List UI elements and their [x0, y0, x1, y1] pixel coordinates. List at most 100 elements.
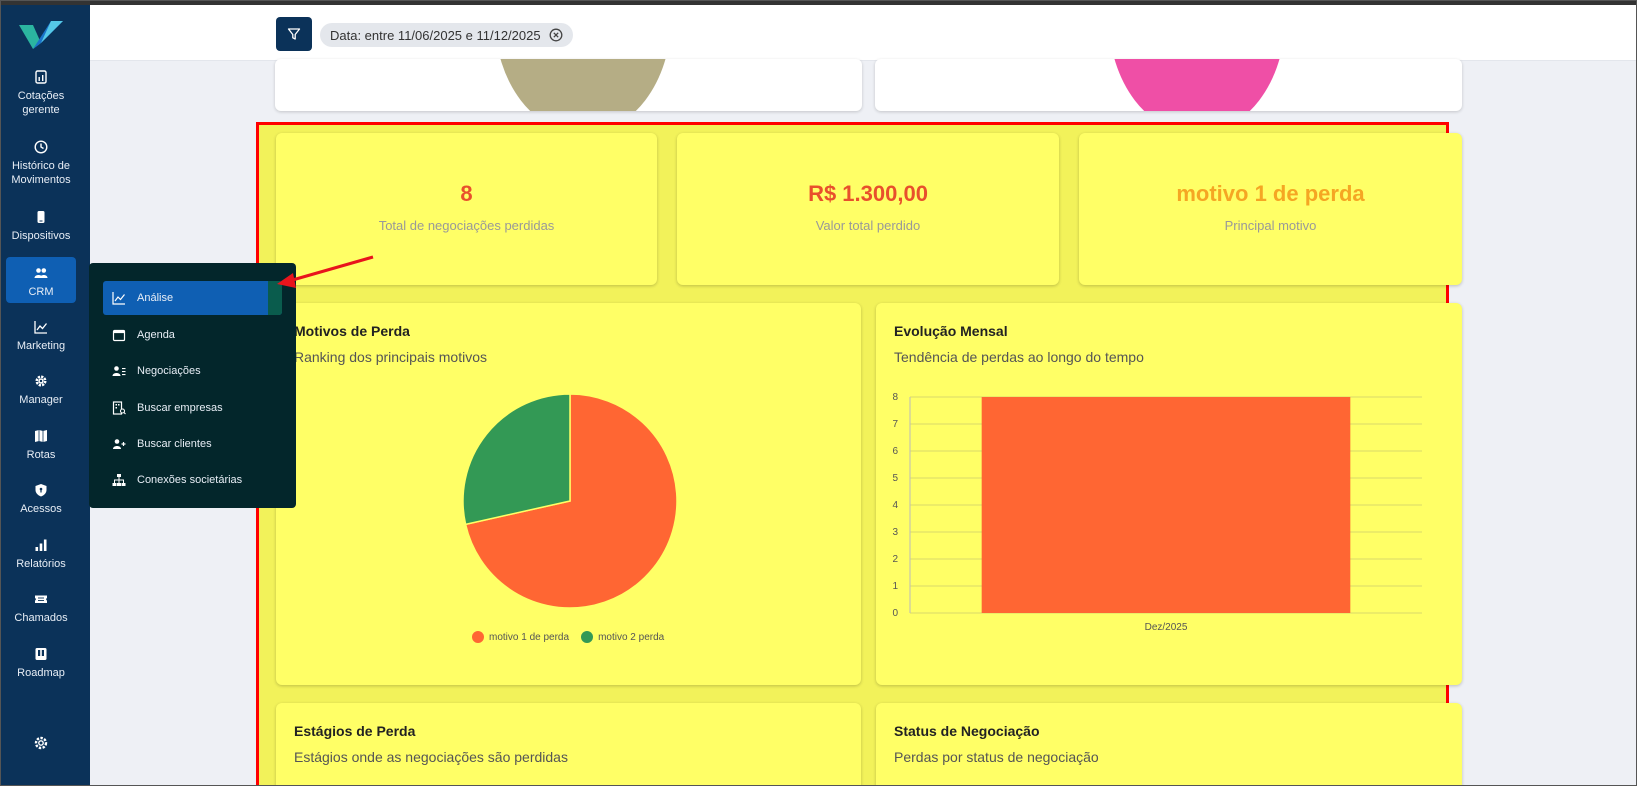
sidebar-item-dispositivos[interactable]: Dispositivos — [6, 209, 76, 243]
top-header: Data: entre 11/06/2025 e 11/12/2025 — [90, 5, 1636, 61]
bar-chart: 0 1 2 3 4 5 6 7 8 Dez/2025 — [892, 392, 1422, 633]
user-list-icon — [111, 363, 127, 379]
y-tick-label: 1 — [892, 581, 898, 592]
sidebar-settings-button[interactable] — [6, 735, 76, 755]
sidebar-item-crm[interactable]: CRM — [6, 257, 76, 303]
legend-label-motivo-2[interactable]: motivo 2 perda — [598, 631, 665, 643]
kpi-card-valor: R$ 1.300,00 Valor total perdido — [677, 133, 1059, 285]
submenu-item-label: Negociações — [137, 365, 201, 377]
filter-button[interactable] — [276, 17, 312, 51]
submenu-item-label: Buscar clientes — [137, 438, 212, 450]
trend-icon — [33, 319, 49, 335]
ticket-icon — [33, 591, 49, 607]
submenu-item-buscar-clientes[interactable]: Buscar clientes — [103, 427, 282, 461]
status-subtitle: Perdas por status de negociação — [894, 749, 1099, 765]
kpi-card-total: 8 Total de negociações perdidas — [276, 133, 657, 285]
motivos-subtitle: Ranking dos principais motivos — [294, 349, 487, 365]
sidebar: Cotações gerente Histórico de Movimentos… — [1, 5, 90, 785]
pie-legend: motivo 1 de perda motivo 2 perda — [472, 631, 664, 643]
sidebar-item-historico[interactable]: Histórico de Movimentos — [6, 139, 76, 187]
bar-1 — [981, 397, 1351, 613]
shield-icon — [33, 482, 49, 498]
kpi-valor-value: R$ 1.300,00 — [808, 181, 928, 206]
motivos-card: Motivos de Perda Ranking dos principais … — [276, 303, 861, 685]
submenu-item-agenda[interactable]: Agenda — [103, 318, 282, 352]
submenu-item-conexoes[interactable]: Conexões societárias — [103, 463, 282, 497]
sidebar-item-label: Relatórios — [16, 558, 66, 570]
annotation-arrow — [277, 255, 374, 288]
y-tick-label: 2 — [892, 554, 898, 565]
calendar-icon — [111, 327, 127, 343]
estagios-subtitle: Estágios onde as negociações são perdida… — [294, 749, 568, 765]
kpi-valor-label: Valor total perdido — [815, 218, 921, 233]
y-tick-label: 7 — [892, 419, 898, 430]
crm-submenu: Análise Agenda Negociações Buscar empres… — [89, 263, 296, 508]
sidebar-item-roadmap[interactable]: Roadmap — [6, 646, 76, 680]
kpi-card-motivo: motivo 1 de perda Principal motivo — [1079, 133, 1462, 285]
user-add-icon — [111, 436, 127, 452]
sidebar-item-label: Rotas — [26, 449, 56, 461]
y-tick-label: 5 — [892, 473, 898, 484]
building-search-icon — [111, 400, 127, 416]
org-chart-icon — [111, 472, 127, 488]
sidebar-item-marketing[interactable]: Marketing — [6, 319, 76, 353]
submenu-item-label: Buscar empresas — [137, 402, 223, 414]
sidebar-item-label: Marketing — [16, 340, 66, 352]
legend-label-motivo-1[interactable]: motivo 1 de perda — [489, 631, 570, 643]
y-tick-label: 4 — [892, 500, 898, 511]
sidebar-item-label: Acessos — [20, 503, 62, 515]
submenu-item-negociacoes[interactable]: Negociações — [103, 354, 282, 388]
kpi-motivo-value: motivo 1 de perda — [1176, 181, 1365, 206]
close-icon[interactable] — [549, 28, 563, 42]
sidebar-item-label: Dispositivos — [11, 230, 71, 242]
map-icon — [33, 428, 49, 444]
sidebar-item-manager[interactable]: Manager — [6, 373, 76, 407]
sidebar-item-rotas[interactable]: Rotas — [6, 428, 76, 462]
pie-chart — [462, 393, 678, 609]
brand-logo[interactable] — [19, 19, 65, 49]
window-top-border — [1, 1, 1636, 5]
sidebar-item-relatorios[interactable]: Relatórios — [6, 537, 76, 571]
kpi-motivo-label: Principal motivo — [1224, 218, 1317, 233]
phone-icon — [33, 209, 49, 225]
sidebar-item-cotacoes[interactable]: Cotações gerente — [6, 69, 76, 117]
sidebar-item-acessos[interactable]: Acessos — [6, 482, 76, 516]
clock-icon — [33, 139, 49, 155]
y-tick-label: 0 — [892, 608, 898, 619]
submenu-item-analise[interactable]: Análise — [103, 281, 282, 315]
status-title: Status de Negociação — [894, 723, 1040, 739]
evolucao-card: Evolução Mensal Tendência de perdas ao l… — [876, 303, 1462, 685]
donut-fragment-right — [1114, 59, 1280, 111]
legend-swatch-motivo-2 — [581, 631, 594, 643]
report-icon — [33, 69, 49, 85]
status-card: Status de Negociação Perdas por status d… — [876, 703, 1462, 785]
bars-icon — [33, 537, 49, 553]
date-filter-label: Data: entre 11/06/2025 e 11/12/2025 — [330, 27, 541, 43]
chart-line-icon — [111, 290, 127, 306]
filter-icon — [287, 28, 301, 40]
previous-chart-card-right — [875, 59, 1462, 111]
users-icon — [33, 265, 49, 281]
kpi-total-value: 8 — [460, 181, 473, 206]
date-filter-chip[interactable]: Data: entre 11/06/2025 e 11/12/2025 — [320, 23, 573, 47]
y-tick-label: 3 — [892, 527, 898, 538]
sidebar-item-label: CRM — [28, 286, 54, 298]
x-tick-label: Dez/2025 — [1145, 622, 1188, 633]
sidebar-item-label: Chamados — [14, 612, 68, 624]
sidebar-item-label: Histórico de Movimentos — [11, 160, 71, 186]
estagios-card: Estágios de Perda Estágios onde as negoc… — [276, 703, 861, 785]
y-tick-label: 6 — [892, 446, 898, 457]
gear-icon — [33, 373, 49, 389]
submenu-item-buscar-empresas[interactable]: Buscar empresas — [103, 391, 282, 425]
submenu-item-label: Conexões societárias — [137, 474, 243, 486]
sidebar-item-chamados[interactable]: Chamados — [6, 591, 76, 625]
kpi-total-label: Total de negociações perdidas — [378, 218, 555, 233]
highlighted-region: 8 Total de negociações perdidas R$ 1.300… — [256, 122, 1462, 785]
sidebar-item-label: Manager — [19, 394, 63, 406]
donut-fragment-left — [500, 59, 666, 111]
motivos-title: Motivos de Perda — [294, 323, 410, 339]
submenu-item-label: Agenda — [137, 329, 175, 341]
previous-chart-card-left — [275, 59, 862, 111]
estagios-title: Estágios de Perda — [294, 723, 416, 739]
